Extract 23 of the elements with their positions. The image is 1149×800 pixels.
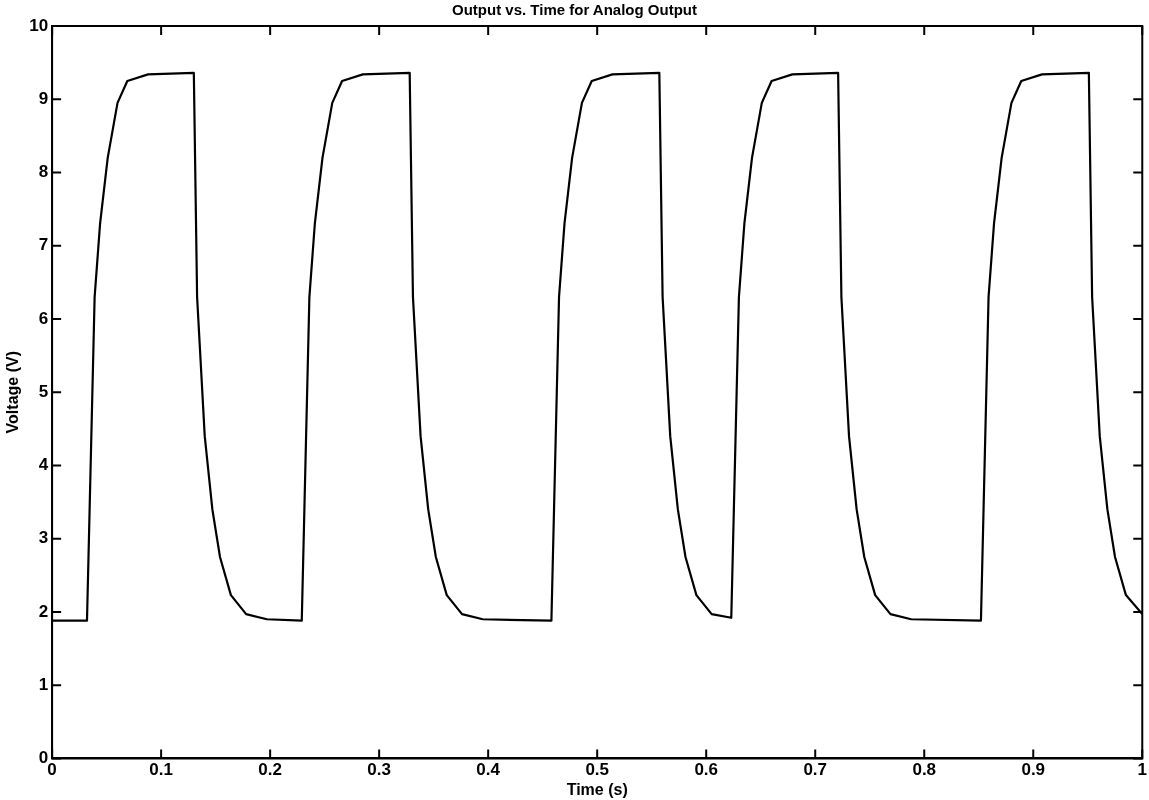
x-tick-label: 0.8	[912, 760, 937, 780]
x-tick-label: 0.2	[258, 760, 282, 780]
y-tick-label: 5	[38, 381, 49, 401]
y-tick-label: 3	[38, 528, 49, 548]
y-tick-label: 10	[29, 15, 49, 35]
y-tick-label: 8	[38, 162, 49, 182]
x-tick-label: 0.4	[476, 760, 501, 780]
x-tick-label: 0.5	[585, 760, 610, 780]
y-tick-label: 2	[38, 601, 49, 621]
y-tick-label: 1	[38, 674, 49, 694]
y-tick-label: 6	[38, 308, 49, 328]
x-tick-label: 0.7	[803, 760, 828, 780]
x-tick-label: 1	[1137, 760, 1148, 780]
y-tick-label: 4	[38, 455, 49, 475]
x-tick-label: 0.1	[149, 760, 173, 780]
x-tick-label: 0.6	[694, 760, 719, 780]
x-axis-title: Time (s)	[566, 780, 628, 798]
x-tick-label: 0.3	[367, 760, 391, 780]
y-tick-label: 7	[38, 235, 49, 255]
x-tick-label: 0.9	[1021, 760, 1046, 780]
chart-title: Output vs. Time for Analog Output	[452, 1, 697, 19]
y-tick-label: 9	[38, 88, 49, 108]
y-axis-title: Voltage (V)	[4, 351, 22, 434]
